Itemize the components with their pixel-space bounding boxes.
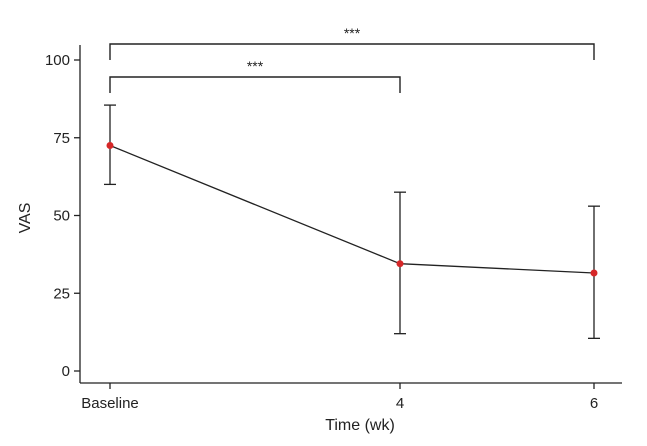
series [104,104,600,339]
y-tick-label: 100 [45,52,70,69]
significance-bracket [109,76,401,93]
x-ticks: Baseline 4 6 [81,383,598,412]
axes [79,45,622,384]
significance-label: *** [344,25,361,41]
significance-bracket [109,43,595,60]
y-tick-label: 25 [53,285,70,302]
series-line [109,144,595,274]
y-tick-label: 75 [53,130,70,147]
significance-label: *** [247,58,264,74]
y-tick-label: 50 [53,208,70,225]
y-tick-label: 0 [62,363,70,380]
data-point [590,269,598,277]
x-tick-label: 4 [396,395,404,412]
data-point [106,142,114,150]
y-ticks: 0 25 50 75 100 [45,52,80,380]
y-axis-title: VAS [17,203,34,234]
x-tick-label: 6 [590,395,598,412]
significance-brackets: *** *** [109,25,595,93]
x-axis-title: Time (wk) [325,417,395,434]
x-tick-label: Baseline [81,395,139,412]
data-point [396,260,404,268]
